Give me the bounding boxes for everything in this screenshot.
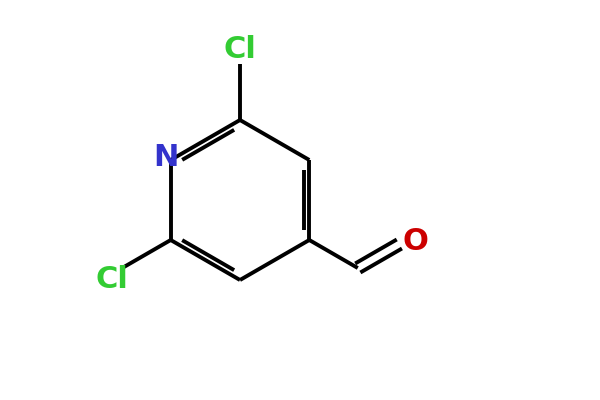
Text: Cl: Cl: [224, 36, 256, 64]
Text: N: N: [153, 144, 179, 172]
Text: Cl: Cl: [96, 266, 128, 294]
Text: O: O: [403, 228, 428, 256]
